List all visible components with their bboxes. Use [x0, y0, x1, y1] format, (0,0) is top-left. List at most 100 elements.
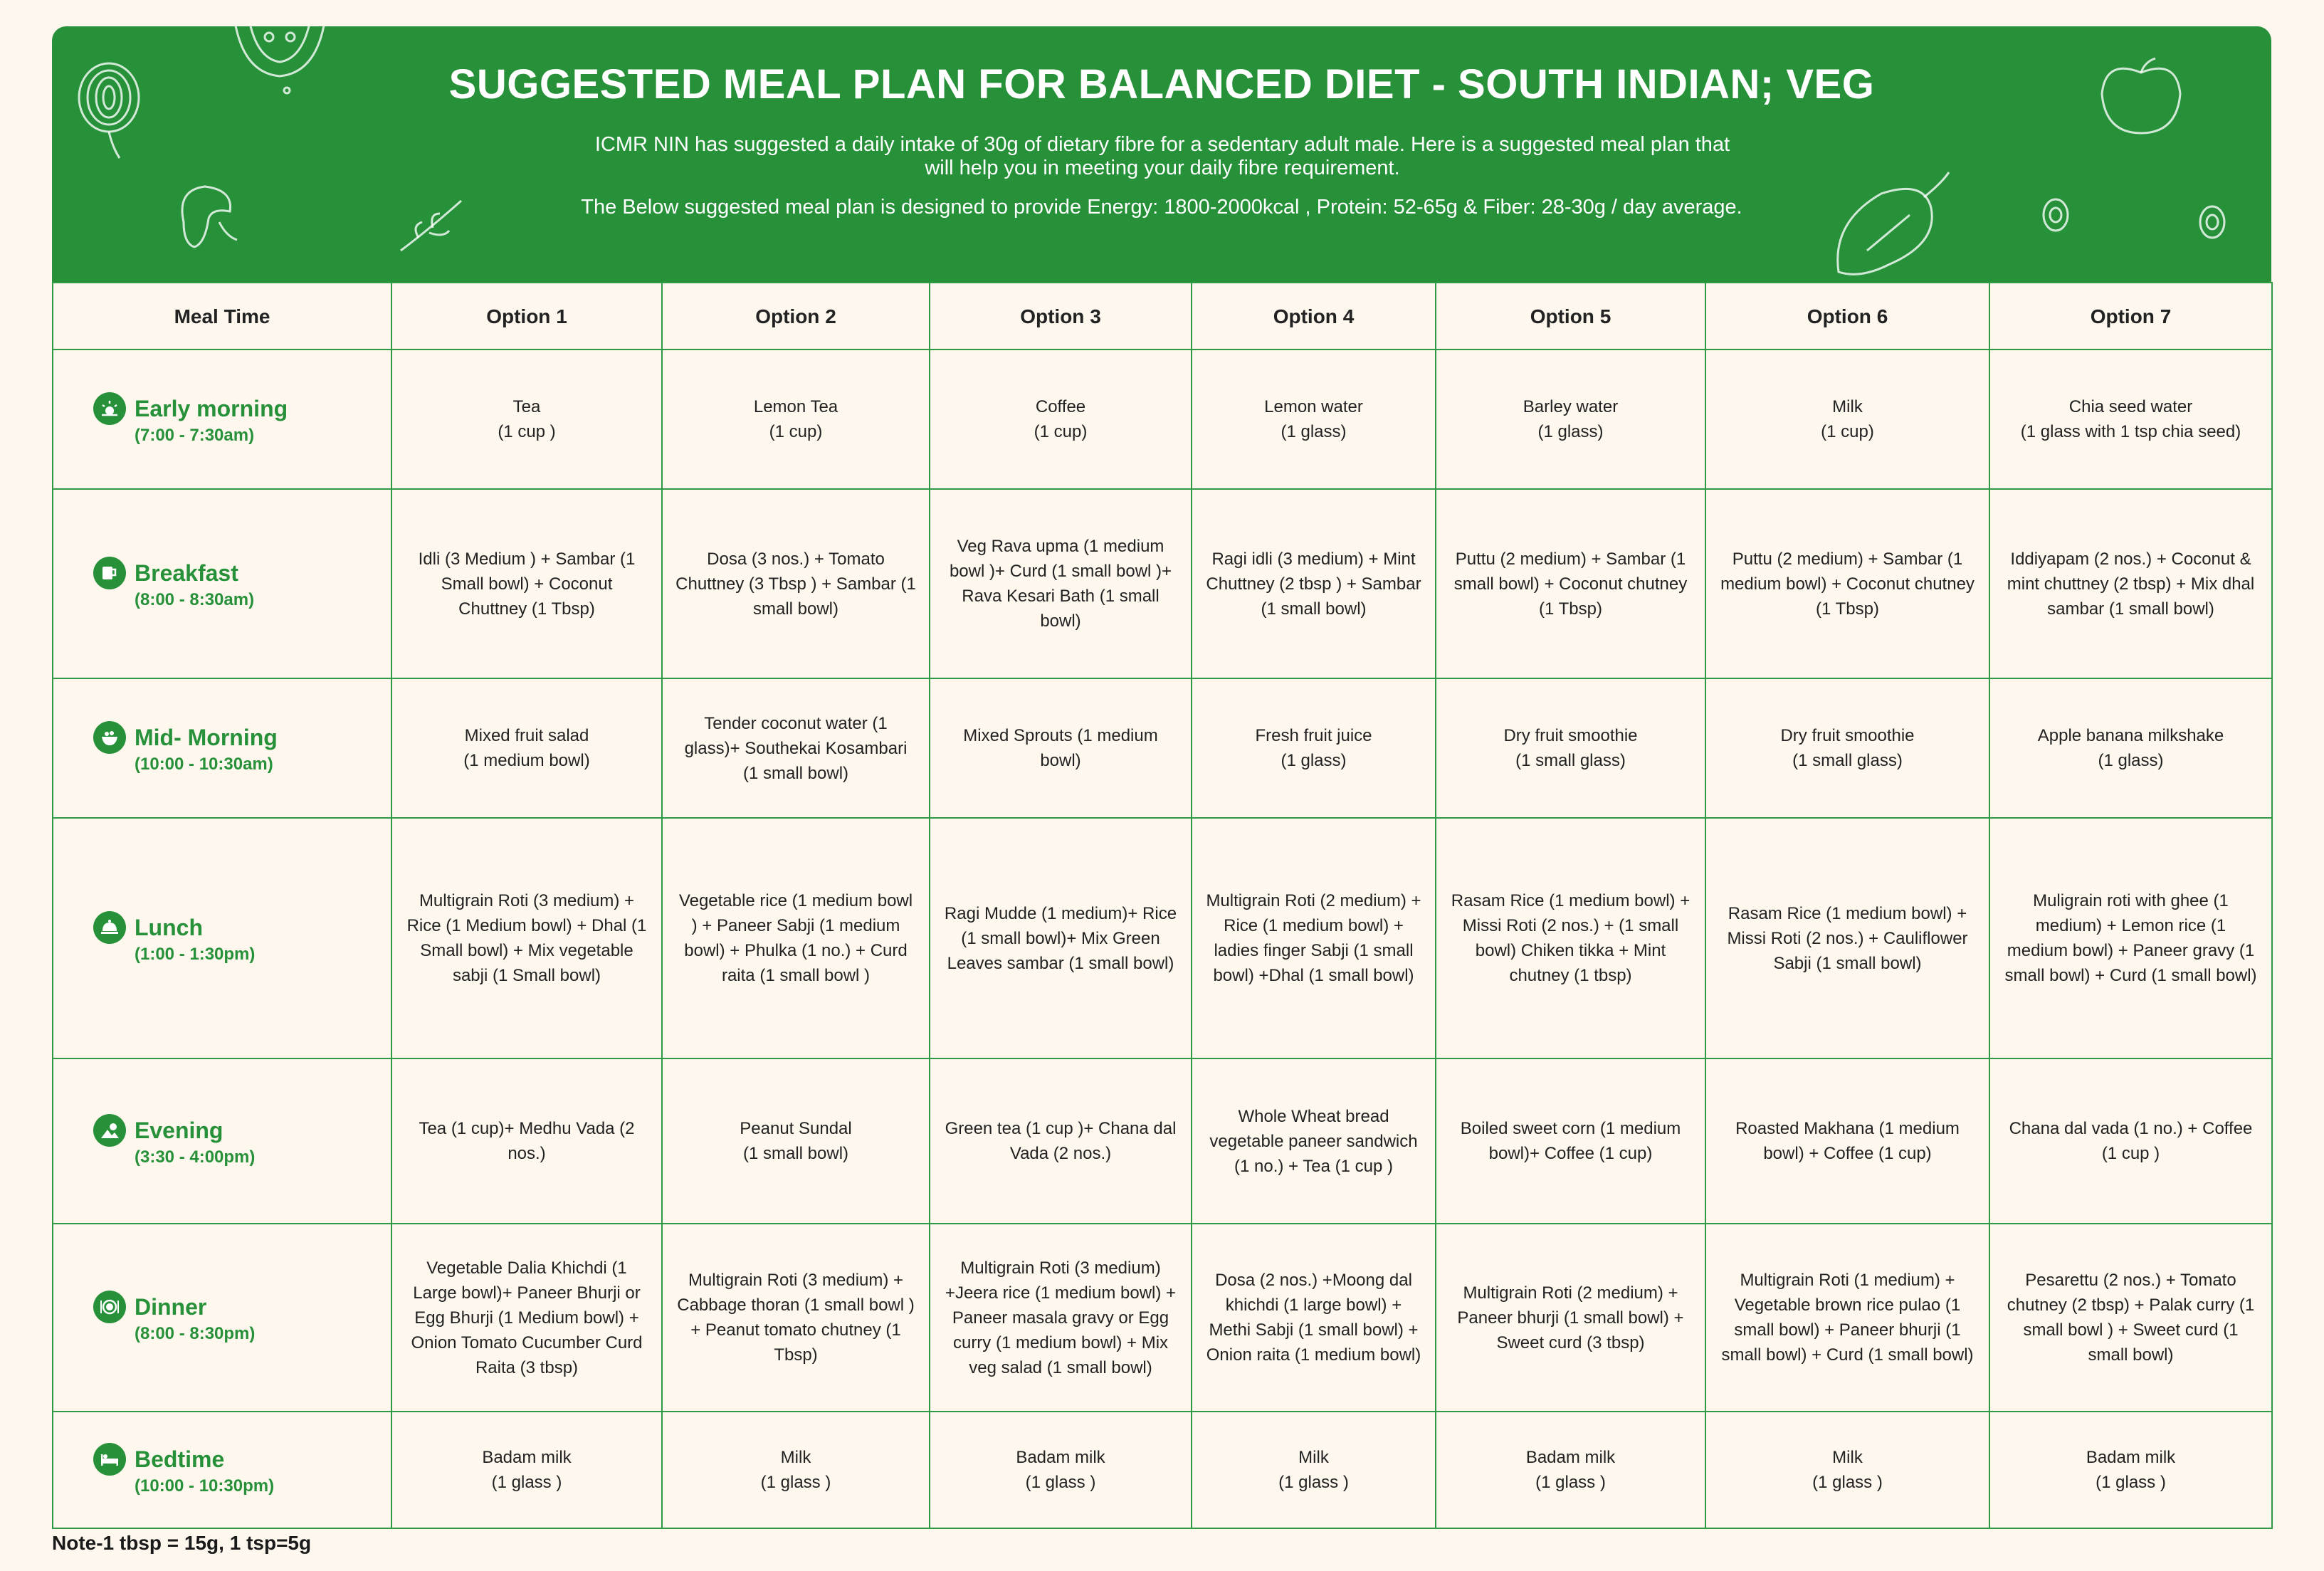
meal-option-text: (1 medium bowl) — [463, 751, 590, 770]
meal-option-text: Vegetable Dalia Khichdi (1 Large bowl)+ … — [411, 1258, 643, 1377]
meal-option-cell: Milk (1 cup) — [1705, 349, 1990, 490]
meal-option-cell: Badam milk (1 glass ) — [929, 1411, 1192, 1529]
meal-time-cell: Breakfast (8:00 - 8:30am) — [52, 488, 392, 679]
meal-time-cell: Dinner (8:00 - 8:30pm) — [52, 1223, 392, 1412]
meal-option-cell: Milk (1 glass ) — [1191, 1411, 1436, 1529]
meal-option-text: Pesarettu (2 nos.) + Tomato chutney (2 t… — [2007, 1271, 2255, 1365]
meal-option-text: Ragi Mudde (1 medium)+ Rice (1 small bow… — [944, 903, 1177, 973]
meal-option-text: Barley water — [1523, 397, 1619, 416]
meal-option-text: Milk — [780, 1448, 811, 1467]
meal-option-cell: Multigrain Roti (2 medium) + Paneer bhur… — [1435, 1223, 1706, 1412]
meal-option-cell: Dry fruit smoothie (1 small glass) — [1705, 678, 1990, 819]
column-header-meal-time: Meal Time — [52, 282, 392, 350]
meal-option-cell: Roasted Makhana (1 medium bowl) + Coffee… — [1705, 1058, 1990, 1224]
apple-icon — [2100, 57, 2182, 135]
meal-option-cell: Chana dal vada (1 no.) + Coffee (1 cup ) — [1989, 1058, 2273, 1224]
header-banner: SUGGESTED MEAL PLAN FOR BALANCED DIET - … — [52, 26, 2271, 282]
evening-icon — [93, 1114, 126, 1147]
meal-time-range: (10:00 - 10:30pm) — [135, 1476, 275, 1496]
meal-option-text: (1 small glass) — [1792, 751, 1903, 770]
meal-option-text: (1 glass) — [2098, 751, 2164, 770]
meal-option-text: (1 glass ) — [1535, 1473, 1606, 1492]
meal-option-text: Boiled sweet corn (1 medium bowl)+ Coffe… — [1460, 1119, 1681, 1163]
tomato-slice-icon — [234, 26, 325, 95]
meal-option-cell: Coffee (1 cup) — [929, 349, 1192, 490]
meal-option-cell: Multigrain Roti (3 medium) + Cabbage tho… — [661, 1223, 930, 1412]
meal-name: Lunch — [135, 915, 203, 940]
meal-option-cell: Vegetable Dalia Khichdi (1 Large bowl)+ … — [391, 1223, 663, 1412]
meal-option-text: Lemon water — [1264, 397, 1363, 416]
meal-option-cell: Ragi Mudde (1 medium)+ Rice (1 small bow… — [929, 817, 1192, 1059]
sunrise-icon — [93, 392, 126, 425]
cloche-icon — [93, 911, 126, 944]
meal-option-text: Tea (1 cup)+ Medhu Vada (2 nos.) — [419, 1119, 635, 1163]
meal-plan-sheet: SUGGESTED MEAL PLAN FOR BALANCED DIET - … — [52, 26, 2273, 1530]
meal-option-cell: Tea (1 cup ) — [391, 349, 663, 490]
meal-option-text: Badam milk — [1525, 1448, 1616, 1467]
meal-time-cell: Early morning (7:00 - 7:30am) — [52, 349, 392, 490]
column-header-option-5: Option 5 — [1435, 282, 1706, 350]
meal-option-cell: Apple banana milkshake (1 glass) — [1989, 678, 2273, 819]
mushroom-icon — [181, 185, 238, 248]
column-header-option-3: Option 3 — [929, 282, 1192, 350]
meal-time-cell: Mid- Morning (10:00 - 10:30am) — [52, 678, 392, 819]
meal-option-text: Rasam Rice (1 medium bowl) + Missi Roti … — [1727, 903, 1968, 973]
column-header-option-2: Option 2 — [661, 282, 930, 350]
meal-option-cell: Badam milk (1 glass ) — [1435, 1411, 1706, 1529]
meal-option-cell: Tender coconut water (1 glass)+ Southeka… — [661, 678, 930, 819]
meal-option-cell: Dosa (2 nos.) +Moong dal khichdi (1 larg… — [1191, 1223, 1436, 1412]
meal-option-cell: Iddiyapam (2 nos.) + Coconut & mint chut… — [1989, 488, 2273, 679]
meal-option-cell: Fresh fruit juice (1 glass) — [1191, 678, 1436, 819]
meal-option-cell: Idli (3 Medium ) + Sambar (1 Small bowl)… — [391, 488, 663, 679]
meal-option-cell: Green tea (1 cup )+ Chana dal Vada (2 no… — [929, 1058, 1192, 1224]
meal-option-text: Chana dal vada (1 no.) + Coffee (1 cup ) — [2009, 1119, 2253, 1163]
meal-time-cell: Evening (3:30 - 4:00pm) — [52, 1058, 392, 1224]
meal-option-text: Milk — [1298, 1448, 1329, 1467]
meal-option-text: Dry fruit smoothie — [1503, 726, 1638, 745]
meal-option-cell: Puttu (2 medium) + Sambar (1 medium bowl… — [1705, 488, 1990, 679]
meal-option-cell: Milk (1 glass ) — [661, 1411, 930, 1529]
meal-option-text: Badam milk — [1016, 1448, 1105, 1467]
meal-option-text: (1 glass ) — [491, 1473, 562, 1492]
meal-option-text: Badam milk — [482, 1448, 572, 1467]
meal-name: Mid- Morning — [135, 725, 278, 750]
snack-bowl-icon — [93, 721, 126, 754]
meal-option-cell: Lemon water (1 glass) — [1191, 349, 1436, 490]
meal-time-cell: Lunch (1:00 - 1:30pm) — [52, 817, 392, 1059]
plate-icon — [93, 1291, 126, 1323]
header-row: Meal Time Option 1 Option 2 Option 3 Option … — [52, 282, 2273, 350]
meal-option-text: (1 glass) — [1281, 751, 1347, 770]
meal-option-cell: Multigrain Roti (3 medium) + Rice (1 Med… — [391, 817, 663, 1059]
meal-option-text: Multigrain Roti (2 medium) + Paneer bhur… — [1457, 1283, 1684, 1352]
meal-time-range: (8:00 - 8:30pm) — [135, 1324, 256, 1343]
meal-option-cell: Rasam Rice (1 medium bowl) + Missi Roti … — [1705, 817, 1990, 1059]
meal-option-text: (1 glass) — [1281, 422, 1347, 441]
meal-time-cell: Bedtime (10:00 - 10:30pm) — [52, 1411, 392, 1529]
meal-option-text: Multigrain Roti (3 medium) +Jeera rice (… — [945, 1258, 1177, 1377]
meal-name: Dinner — [135, 1294, 207, 1320]
meal-option-text: Multigrain Roti (2 medium) + Rice (1 med… — [1206, 891, 1421, 985]
column-header-option-1: Option 1 — [391, 282, 663, 350]
meal-option-cell: Muligrain roti with ghee (1 medium) + Le… — [1989, 817, 2273, 1059]
meal-plan-table: Meal Time Option 1 Option 2 Option 3 Option … — [52, 282, 2273, 1529]
energy-protein-fiber-text: The Below suggested meal plan is designe… — [581, 196, 1742, 219]
meal-option-text: Lemon Tea — [753, 397, 838, 416]
meal-time-range: (1:00 - 1:30pm) — [135, 945, 256, 964]
meal-option-text: Puttu (2 medium) + Sambar (1 medium bowl… — [1720, 549, 1975, 619]
meal-option-text: Dosa (2 nos.) +Moong dal khichdi (1 larg… — [1206, 1271, 1421, 1365]
meal-option-text: (1 glass ) — [1278, 1473, 1349, 1492]
meal-time-range: (8:00 - 8:30am) — [135, 590, 255, 609]
meal-option-cell: Badam milk (1 glass ) — [391, 1411, 663, 1529]
meal-option-text: (1 cup) — [1034, 422, 1088, 441]
table-row: Mid- Morning (10:00 - 10:30am) Mixed fruit… — [52, 678, 2273, 819]
meal-option-cell: Dry fruit smoothie (1 small glass) — [1435, 678, 1706, 819]
meal-option-cell: Barley water (1 glass) — [1435, 349, 1706, 490]
meal-option-text: Fresh fruit juice — [1255, 726, 1372, 745]
bed-icon — [93, 1443, 126, 1476]
meal-option-text: (1 cup) — [1821, 422, 1874, 441]
meal-time-range: (3:30 - 4:00pm) — [135, 1147, 256, 1167]
measurement-note: Note-1 tbsp = 15g, 1 tsp=5g — [52, 1532, 312, 1554]
meal-option-text: (1 glass ) — [1812, 1473, 1883, 1492]
meal-option-cell: Vegetable rice (1 medium bowl ) + Paneer… — [661, 817, 930, 1059]
meal-option-text: Roasted Makhana (1 medium bowl) + Coffee… — [1735, 1119, 1960, 1163]
